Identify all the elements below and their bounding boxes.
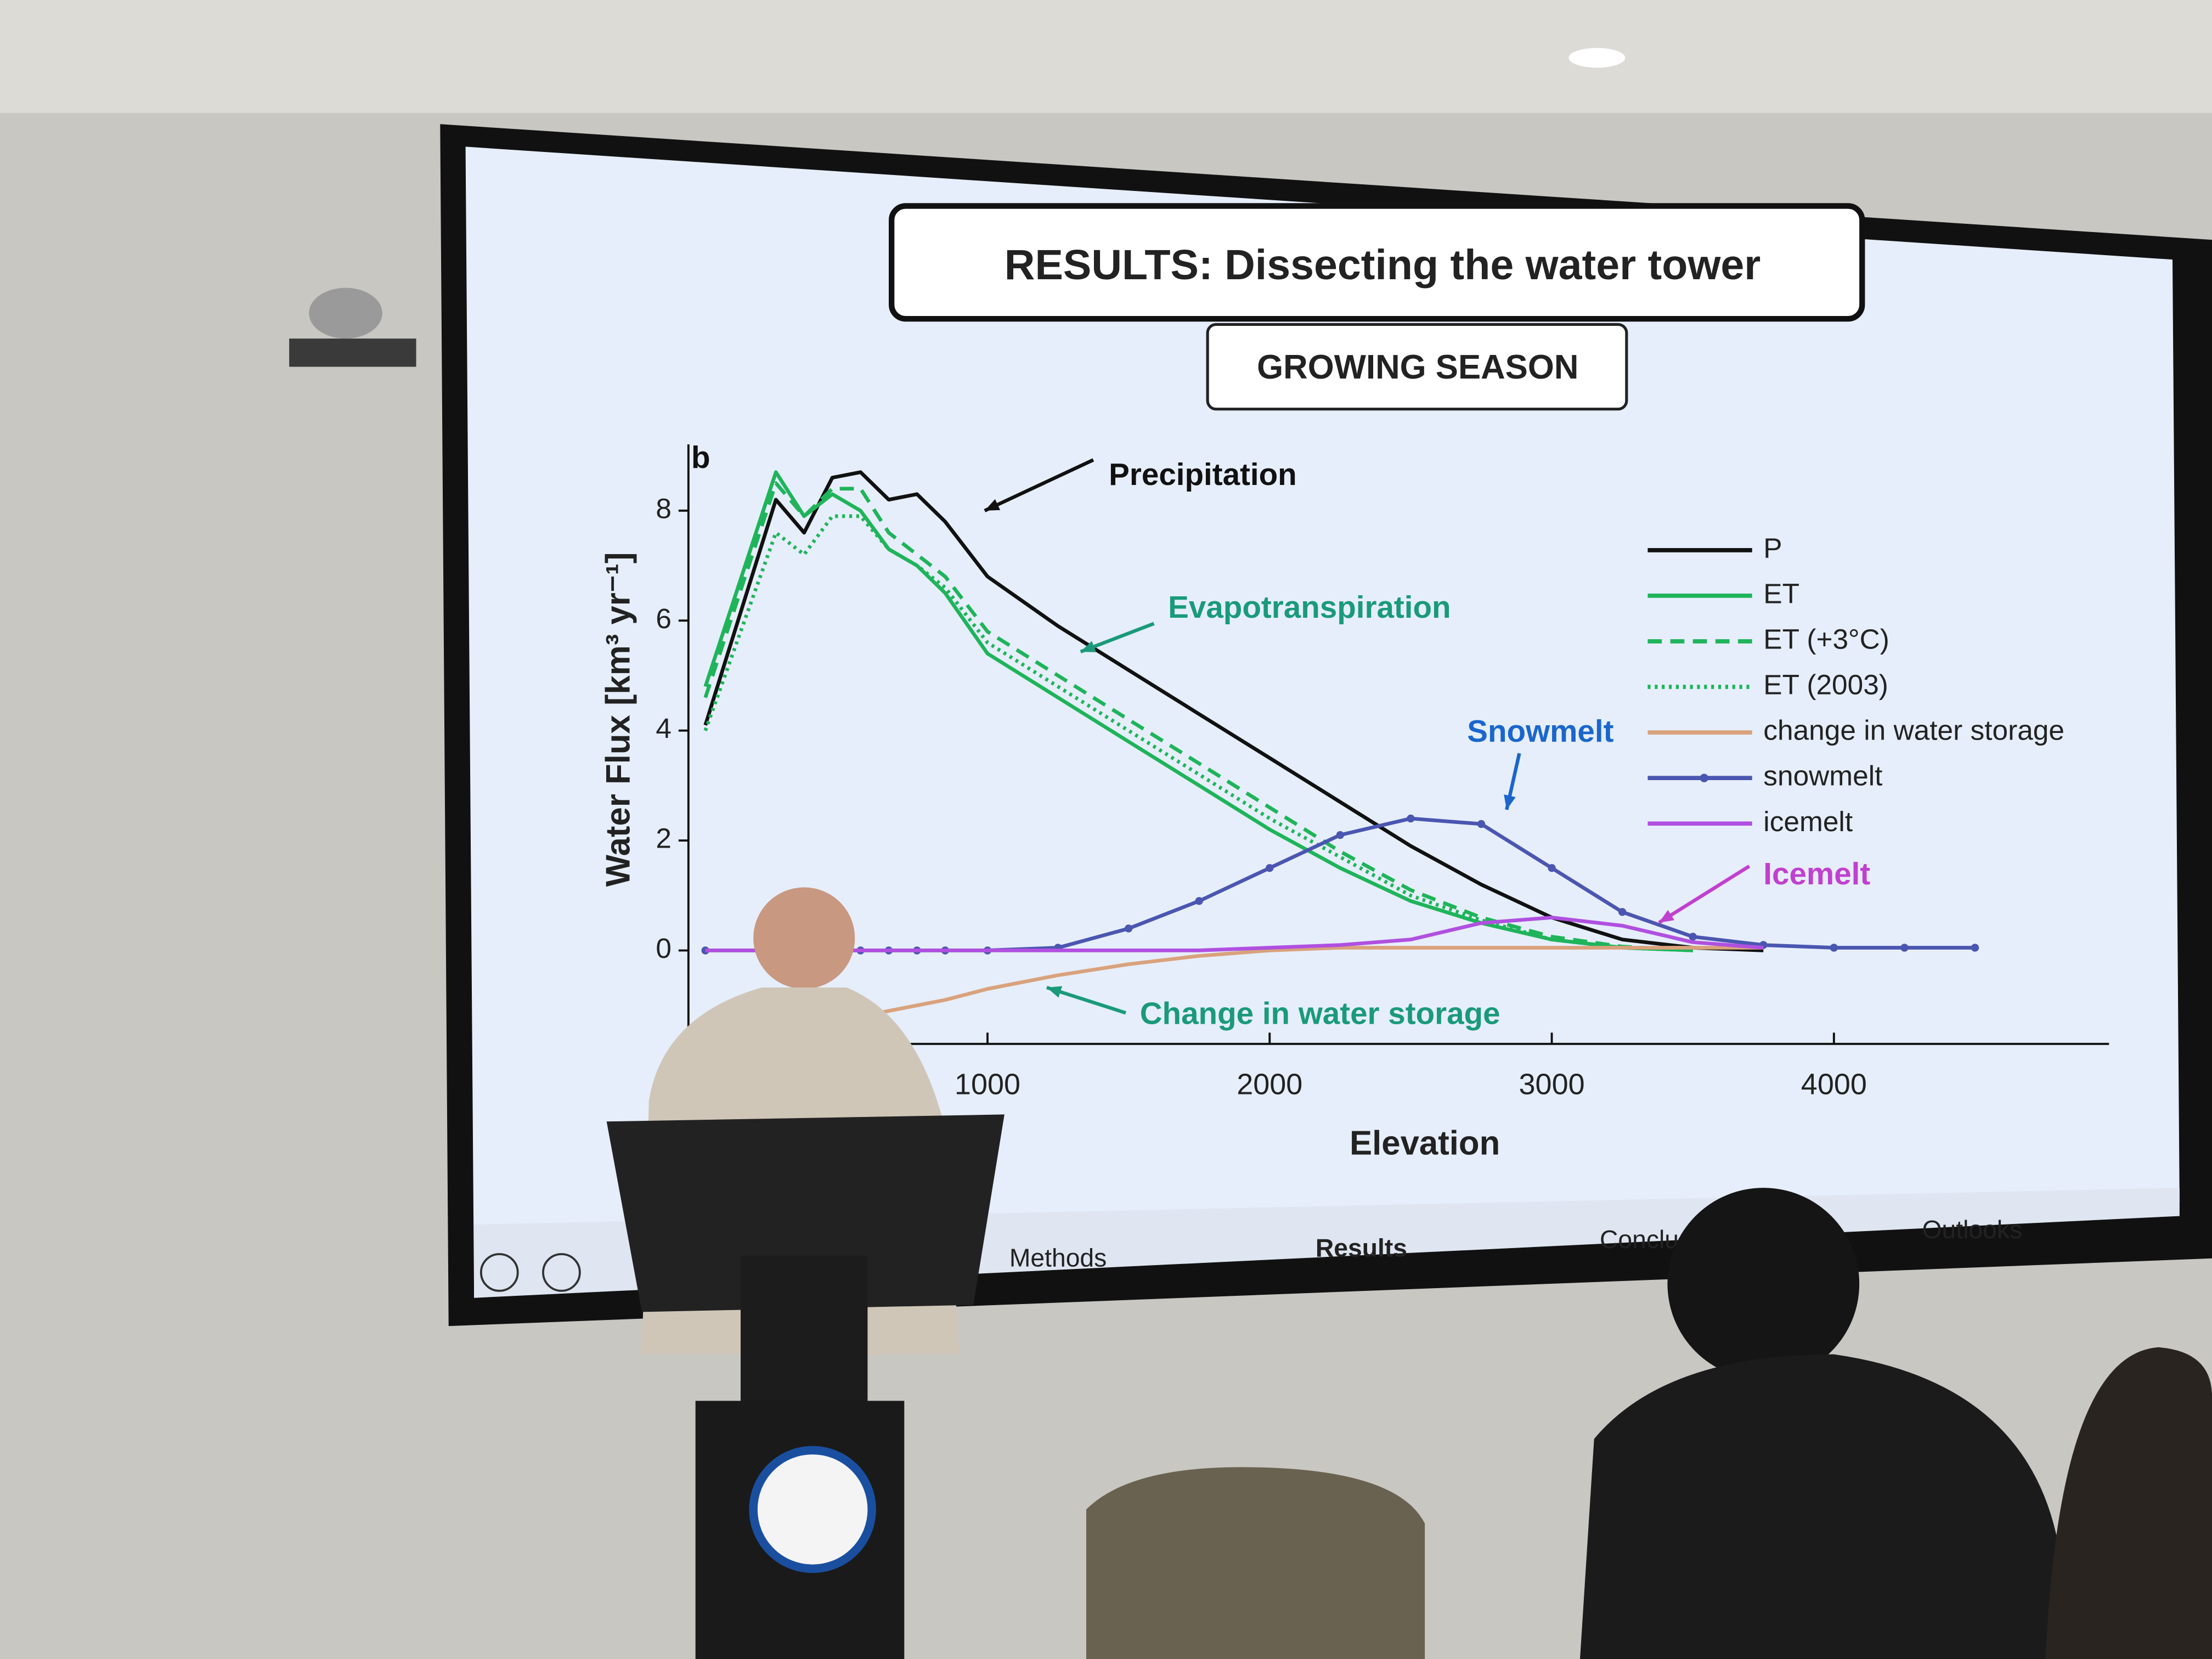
annotation-arrowhead (1659, 910, 1674, 923)
annotation-arrowhead (1504, 794, 1516, 810)
series-marker (1266, 864, 1274, 872)
annotation-arrowhead (1080, 641, 1096, 652)
y-tick-label: 8 (656, 492, 672, 524)
camera-mount (289, 338, 416, 367)
legend-label: snowmelt (1763, 760, 1882, 792)
series-marker (1830, 944, 1838, 952)
annotation: Snowmelt (1467, 714, 1613, 748)
x-tick-label: 3000 (1519, 1068, 1585, 1101)
slide-subtitle: GROWING SEASON (1257, 348, 1578, 386)
prev-button[interactable] (479, 1253, 519, 1292)
legend-label: P (1763, 532, 1782, 563)
chart: b 0 2 4 6 8 1000 2000 3000 4000 Elevation Water Flu… (600, 440, 2109, 1162)
y-tick-label: 0 (656, 932, 672, 964)
nav-item[interactable]: Results (1316, 1234, 1407, 1262)
legend-label: icemelt (1763, 805, 1853, 837)
nav-item[interactable]: Methods (1009, 1244, 1107, 1272)
annotation-arrow (1658, 865, 1751, 924)
series-marker (1336, 831, 1345, 839)
audience-head-2 (2045, 1347, 2212, 1659)
speaker-head (753, 887, 855, 989)
nav-item[interactable]: Outlooks (1922, 1215, 2023, 1244)
legend-label: ET (1763, 577, 1799, 609)
slide-title: RESULTS: Dissecting the water tower (1005, 241, 1761, 289)
annotation-arrowhead (1047, 986, 1063, 998)
series-line (860, 946, 1764, 1018)
series-marker (1477, 820, 1486, 828)
camera (309, 287, 382, 339)
series-marker (1548, 864, 1556, 872)
annotation: Precipitation (1109, 457, 1297, 492)
y-tick-label: 4 (656, 712, 672, 744)
series-marker (1689, 933, 1697, 941)
ceiling-light (1568, 48, 1626, 68)
legend-marker (1700, 774, 1708, 782)
series-line (703, 514, 1693, 952)
next-button[interactable] (542, 1253, 581, 1292)
series-marker (1407, 814, 1415, 823)
audience-and-speaker (606, 887, 2212, 1659)
series-line (703, 481, 1693, 952)
audience-body (1580, 1354, 2074, 1659)
x-tick-label: 1000 (955, 1068, 1020, 1101)
x-tick-label: 2000 (1237, 1068, 1302, 1101)
annotation-arrow (984, 458, 1094, 512)
x-tick-label: 4000 (1801, 1068, 1867, 1101)
series-marker (1195, 897, 1203, 905)
panel-label: b (691, 440, 710, 475)
y-tick-label: 2 (656, 822, 672, 854)
nav-item[interactable]: Conclu (1600, 1225, 1679, 1254)
series-marker (1124, 924, 1133, 933)
title-box (889, 203, 1865, 322)
legend-label: ET (+3°C) (1763, 623, 1889, 655)
annotation: Change in water storage (1140, 996, 1500, 1030)
y-tick-label: 6 (656, 602, 672, 634)
series-marker (1900, 944, 1909, 952)
y-axis-label: Water Flux [km³ yr⁻¹] (600, 552, 637, 887)
chair-jacket (1086, 1467, 1425, 1659)
series-marker (1618, 908, 1627, 916)
annotation: Evapotranspiration (1168, 590, 1451, 624)
annotation: Icemelt (1763, 856, 1870, 891)
audience-head (1667, 1188, 1860, 1380)
monitor-stand (741, 1255, 868, 1411)
x-axis-label: Elevation (1350, 1124, 1500, 1162)
slide (465, 146, 2180, 1287)
monitor (606, 1114, 1005, 1312)
podium-logo (749, 1446, 876, 1573)
series-marker (1971, 944, 1979, 952)
ceiling (0, 0, 2212, 113)
legend-label: ET (2003) (1763, 669, 1888, 701)
annotation-arrowhead (984, 499, 1001, 511)
subtitle-box (1206, 323, 1628, 411)
legend-label: change in water storage (1763, 714, 2064, 746)
